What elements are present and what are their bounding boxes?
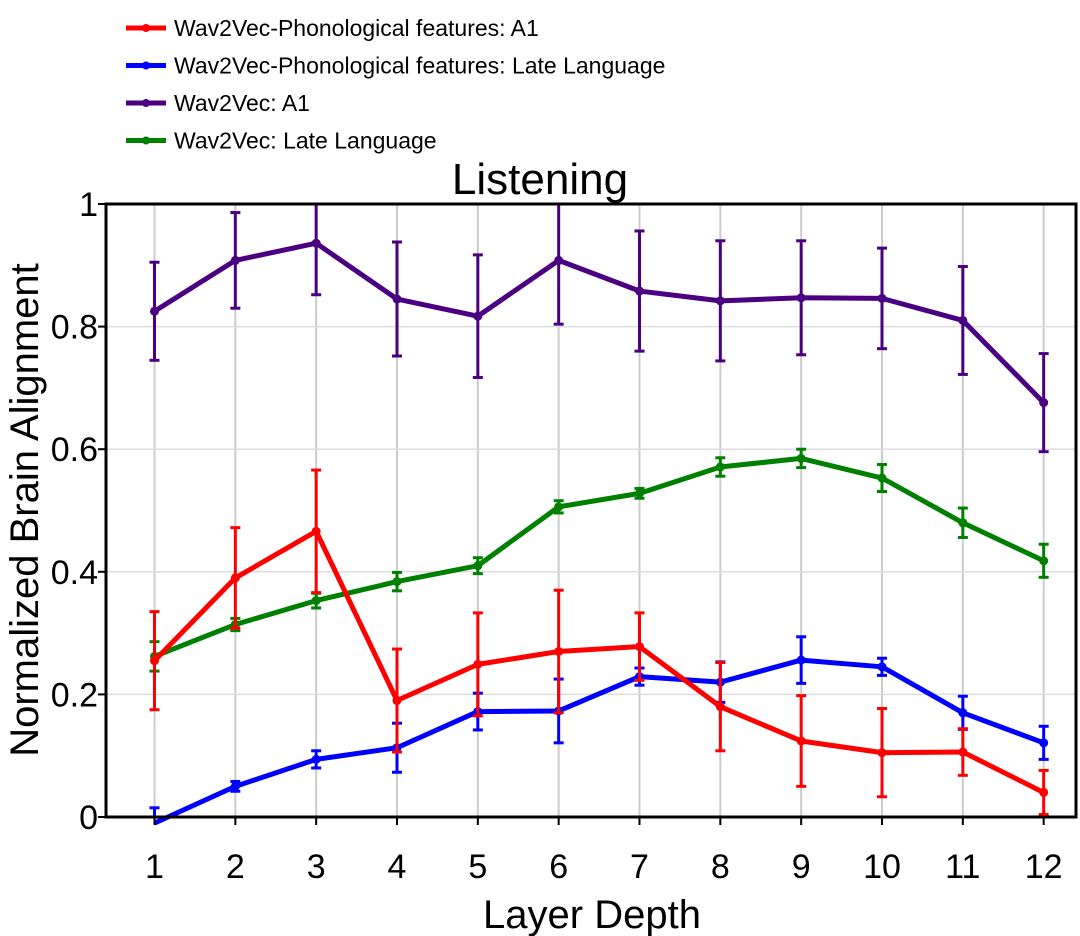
error-bar [311,204,322,297]
data-point [392,294,402,304]
legend-marker [142,24,150,32]
data-point [230,781,240,791]
error-bar [149,806,160,817]
x-tick-label-6: 6 [549,848,568,886]
legend-marker [142,136,150,145]
data-point [1039,738,1049,748]
y-tick-label-0.4: 0.4 [51,554,98,592]
data-point [715,296,725,306]
data-point [311,596,321,606]
y-tick-label-0: 0 [79,799,98,837]
series-line [153,657,1045,826]
data-point [796,293,806,303]
series-line [152,528,1045,795]
series-3 [149,447,1049,673]
data-point [877,473,887,483]
data-point [554,255,564,265]
data-point [715,702,725,712]
x-tick-label-12: 12 [1025,848,1063,886]
legend-item-1: Wav2Vec-Phonological features: Late Lang… [126,53,665,79]
data-point [392,696,402,706]
series-line [153,455,1045,659]
chart-title: Listening [452,155,628,204]
data-point [877,748,887,758]
x-axis-label: Layer Depth [483,893,701,936]
series-line [153,240,1046,405]
data-point [877,662,887,672]
x-tick-label-3: 3 [307,848,326,886]
y-tick-label-0.8: 0.8 [51,309,98,347]
data-point [230,573,240,583]
data-point [311,238,321,248]
data-point [150,656,159,666]
data-point [796,453,806,463]
data-point [1039,556,1049,566]
data-point [635,488,644,498]
y-tick-label-0.6: 0.6 [51,431,98,469]
legend-label: Wav2Vec: Late Language [174,128,437,154]
legend-item-3: Wav2Vec: Late Language [126,128,437,154]
data-point [150,306,159,316]
data-point [554,646,564,656]
x-tick-label-2: 2 [226,848,245,886]
plot-frame [104,202,1078,819]
series-1 [149,635,1049,826]
data-point [311,754,321,764]
data-point [877,293,887,303]
data-point [473,311,483,321]
data-point [311,526,321,536]
data-point [958,518,968,528]
series-2 [149,204,1049,454]
data-point [958,747,968,757]
data-point [392,577,402,587]
legend-item-0: Wav2Vec-Phonological features: A1 [126,15,539,41]
legend-marker [142,61,150,70]
grid [106,204,1076,817]
data-point [1039,787,1049,797]
x-tick-label-5: 5 [468,848,487,886]
legend-label: Wav2Vec: A1 [174,90,310,116]
legend: Wav2Vec-Phonological features: A1 Wav2Vec… [126,15,665,154]
data-point [958,708,968,718]
data-point [473,561,483,571]
series-0 [149,468,1049,817]
x-tick-label-1: 1 [145,848,164,886]
data-point [230,255,240,265]
x-tick-label-8: 8 [711,848,730,886]
x-tick-label-11: 11 [945,848,980,886]
data-point [1039,398,1049,408]
legend-item-2: Wav2Vec: A1 [126,90,310,116]
x-tick-label-7: 7 [630,848,649,886]
data-point [796,655,806,665]
y-axis-label: Normalized Brain Alignment [3,263,47,757]
data-point [635,286,644,296]
data-point [473,659,483,669]
data-point [796,736,806,746]
y-tick-label-0.2: 0.2 [51,676,98,714]
series-layer [149,204,1049,826]
x-tick-label-9: 9 [792,848,811,886]
legend-label: Wav2Vec-Phonological features: Late Lang… [174,53,665,79]
data-point [958,315,968,325]
x-tick-label-10: 10 [863,848,901,886]
data-point [715,462,725,472]
legend-marker [142,99,150,107]
data-point [635,642,644,652]
y-tick-label-1: 1 [79,186,98,224]
x-tick-label-4: 4 [388,848,407,886]
legend-label: Wav2Vec-Phonological features: A1 [174,15,539,41]
data-point [554,502,564,512]
